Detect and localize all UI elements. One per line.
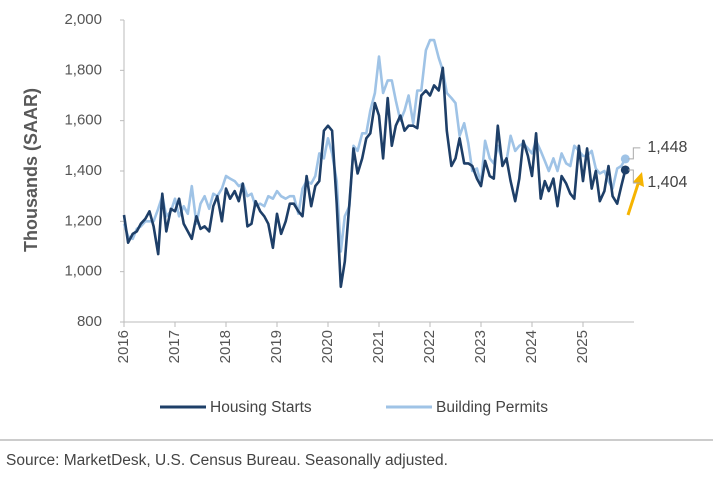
y-tick-label: 1,600 [64, 112, 102, 129]
y-tick-label: 1,800 [64, 61, 102, 78]
end-marker [620, 165, 630, 175]
arrow-shaft [626, 183, 640, 216]
x-tick-label: 2025 [574, 330, 591, 363]
x-tick-label: 2020 [319, 330, 336, 363]
x-tick-label: 2016 [115, 330, 132, 363]
x-tick-label: 2019 [268, 330, 285, 363]
y-axis-title: Thousands (SAAR) [21, 88, 41, 252]
x-tick-label: 2018 [217, 330, 234, 363]
x-tick-label: 2017 [166, 330, 183, 363]
legend-label: Housing Starts [210, 399, 312, 416]
series-line [122, 66, 627, 289]
end-label: 1,448 [647, 139, 687, 156]
y-tick-label: 1,400 [64, 162, 102, 179]
y-tick-label: 800 [77, 313, 102, 330]
y-tick-label: 1,200 [64, 212, 102, 229]
label-connector [628, 169, 641, 184]
end-label: 1,404 [647, 174, 687, 191]
end-marker [620, 154, 630, 164]
series-line [122, 38, 627, 253]
x-tick-label: 2023 [472, 330, 489, 363]
y-tick-label: 2,000 [64, 11, 102, 28]
x-tick-label: 2024 [523, 330, 540, 363]
x-tick-label: 2021 [370, 330, 387, 363]
x-tick-label: 2022 [421, 330, 438, 363]
y-tick-label: 1,000 [64, 263, 102, 280]
label-connector [628, 147, 641, 160]
legend-label: Building Permits [436, 399, 548, 416]
source-note: Source: MarketDesk, U.S. Census Bureau. … [6, 452, 448, 469]
